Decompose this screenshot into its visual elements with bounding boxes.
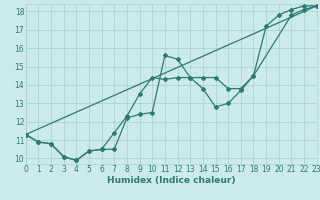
X-axis label: Humidex (Indice chaleur): Humidex (Indice chaleur) [107, 176, 236, 185]
